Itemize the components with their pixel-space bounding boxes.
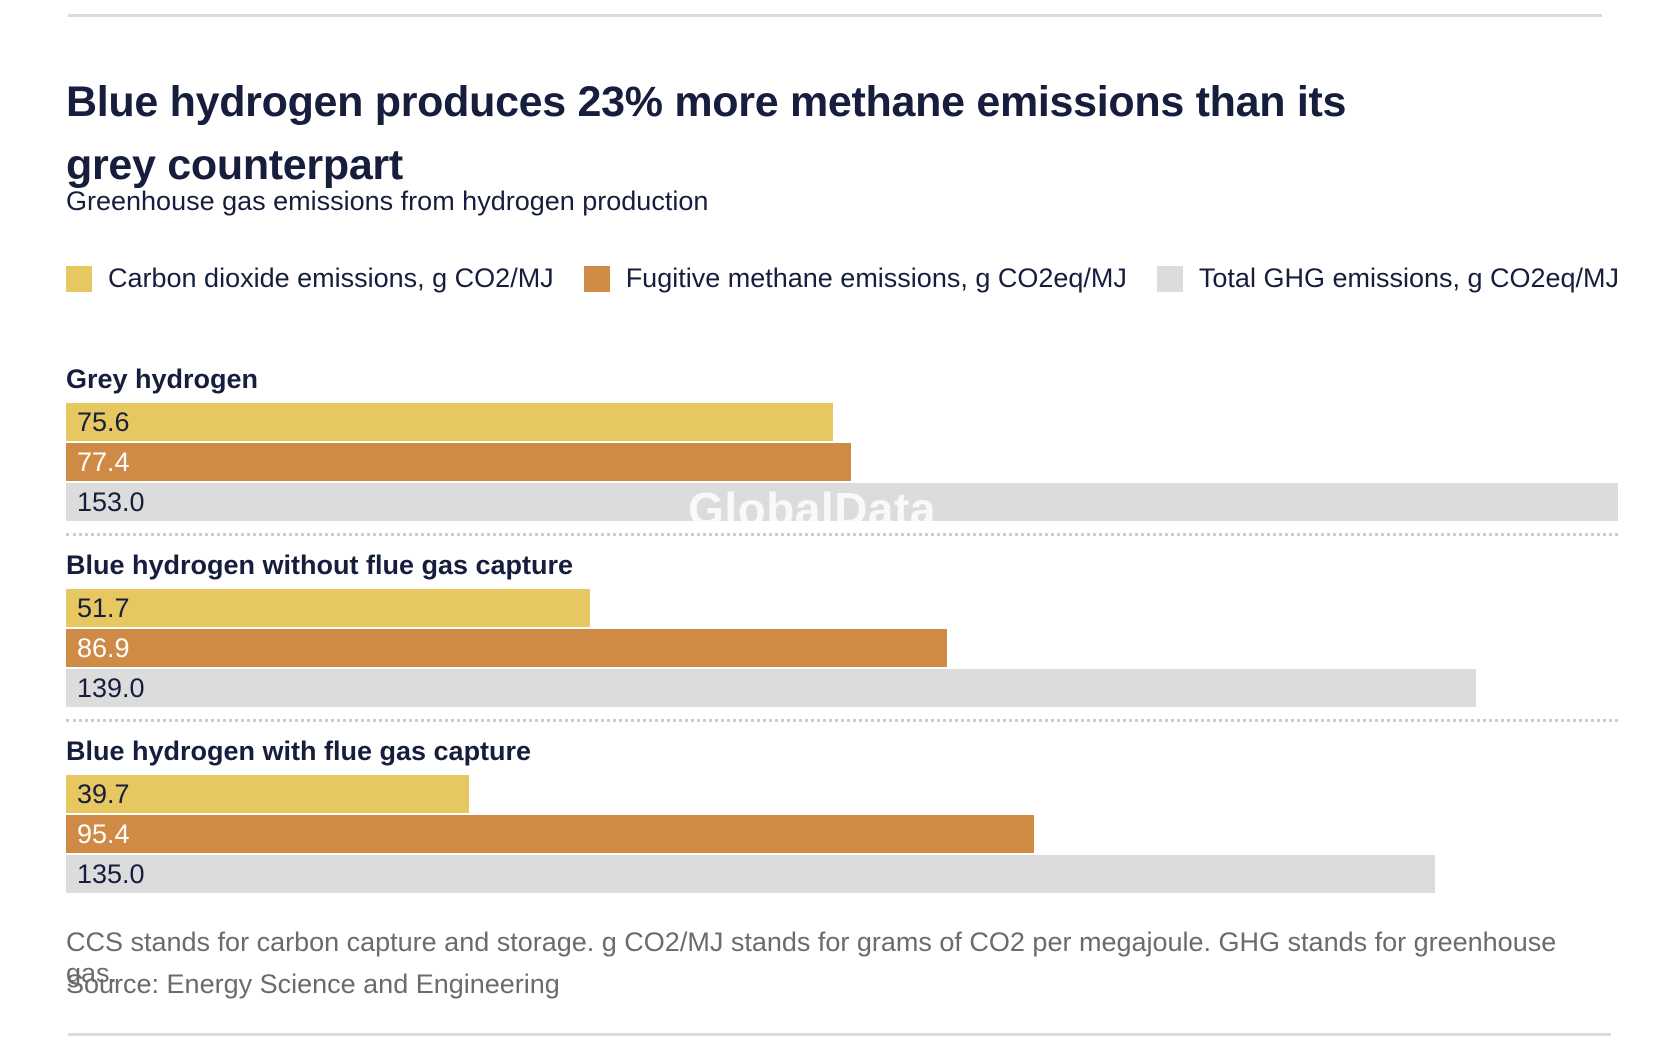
- bar-row: 153.0: [66, 483, 1618, 521]
- category-label: Blue hydrogen without flue gas capture: [66, 550, 574, 580]
- bar-value-label: 77.4: [77, 446, 130, 477]
- bar-group: Blue hydrogen without flue gas capture 51…: [66, 550, 1618, 707]
- group-separator: [66, 533, 1618, 536]
- bar: 77.4: [66, 443, 852, 481]
- bar-group: Blue hydrogen with flue gas capture 39.7 9…: [66, 736, 1618, 893]
- chart-subtitle: Greenhouse gas emissions from hydrogen p…: [66, 186, 709, 216]
- bar-value-label: 139.0: [77, 672, 145, 703]
- bar-row: 86.9: [66, 629, 1618, 667]
- bar: 139.0: [66, 669, 1476, 707]
- bar-value-label: 75.6: [77, 406, 130, 437]
- page-title: Blue hydrogen produces 23% more methane …: [66, 71, 1546, 197]
- page-title-line2: grey counterpart: [66, 140, 403, 189]
- legend-label: Total GHG emissions, g CO2eq/MJ: [1198, 263, 1620, 293]
- footnote: CCS stands for carbon capture and storag…: [66, 927, 1557, 988]
- legend-item-fugitive-methane: Fugitive methane emissions, g CO2eq/MJ: [583, 263, 1127, 294]
- group-separator: [66, 719, 1618, 722]
- bar-row: 139.0: [66, 669, 1618, 707]
- bar: 39.7: [66, 775, 469, 813]
- bar-row: 95.4: [66, 815, 1618, 853]
- bar-groups: Grey hydrogen 75.6 77.4 153.0 Blue hydrogen …: [66, 364, 1618, 895]
- bar-row: 39.7: [66, 775, 1618, 813]
- bar: 95.4: [66, 815, 1034, 853]
- bottom-divider: [68, 1033, 1611, 1036]
- fugitive-methane-swatch-icon: [583, 265, 610, 292]
- chart-legend: Carbon dioxide emissions, g CO2/MJ Fugit…: [66, 263, 1619, 294]
- top-divider: [68, 14, 1602, 17]
- bar-value-label: 135.0: [77, 858, 145, 889]
- legend-label: Carbon dioxide emissions, g CO2/MJ: [108, 263, 554, 293]
- legend-label: Fugitive methane emissions, g CO2eq/MJ: [625, 263, 1127, 293]
- bar-value-label: 86.9: [77, 632, 130, 663]
- bar: 153.0: [66, 483, 1618, 521]
- bar-row: 75.6: [66, 403, 1618, 441]
- bar-value-label: 51.7: [77, 592, 130, 623]
- carbon-dioxide-swatch-icon: [66, 265, 92, 292]
- legend-item-carbon-dioxide: Carbon dioxide emissions, g CO2/MJ: [66, 263, 554, 294]
- bar: 75.6: [66, 403, 833, 441]
- bar-value-label: 39.7: [77, 778, 130, 809]
- bar: 135.0: [66, 855, 1436, 893]
- bar-value-label: 95.4: [77, 818, 130, 849]
- source-attribution: Source: Energy Science and Engineering: [66, 969, 560, 999]
- category-label: Blue hydrogen with flue gas capture: [66, 736, 532, 766]
- total-ghg-swatch-icon: [1156, 265, 1183, 292]
- page-title-line1: Blue hydrogen produces 23% more methane …: [66, 77, 1347, 126]
- bar-row: 51.7: [66, 589, 1618, 627]
- bar: 51.7: [66, 589, 591, 627]
- bar-row: 77.4: [66, 443, 1618, 481]
- bar-row: 135.0: [66, 855, 1618, 893]
- bar: 86.9: [66, 629, 948, 667]
- bar-value-label: 153.0: [77, 486, 145, 517]
- bar-group: Grey hydrogen 75.6 77.4 153.0: [66, 364, 1618, 521]
- category-label: Grey hydrogen: [66, 364, 259, 394]
- legend-item-total-ghg: Total GHG emissions, g CO2eq/MJ: [1156, 263, 1620, 294]
